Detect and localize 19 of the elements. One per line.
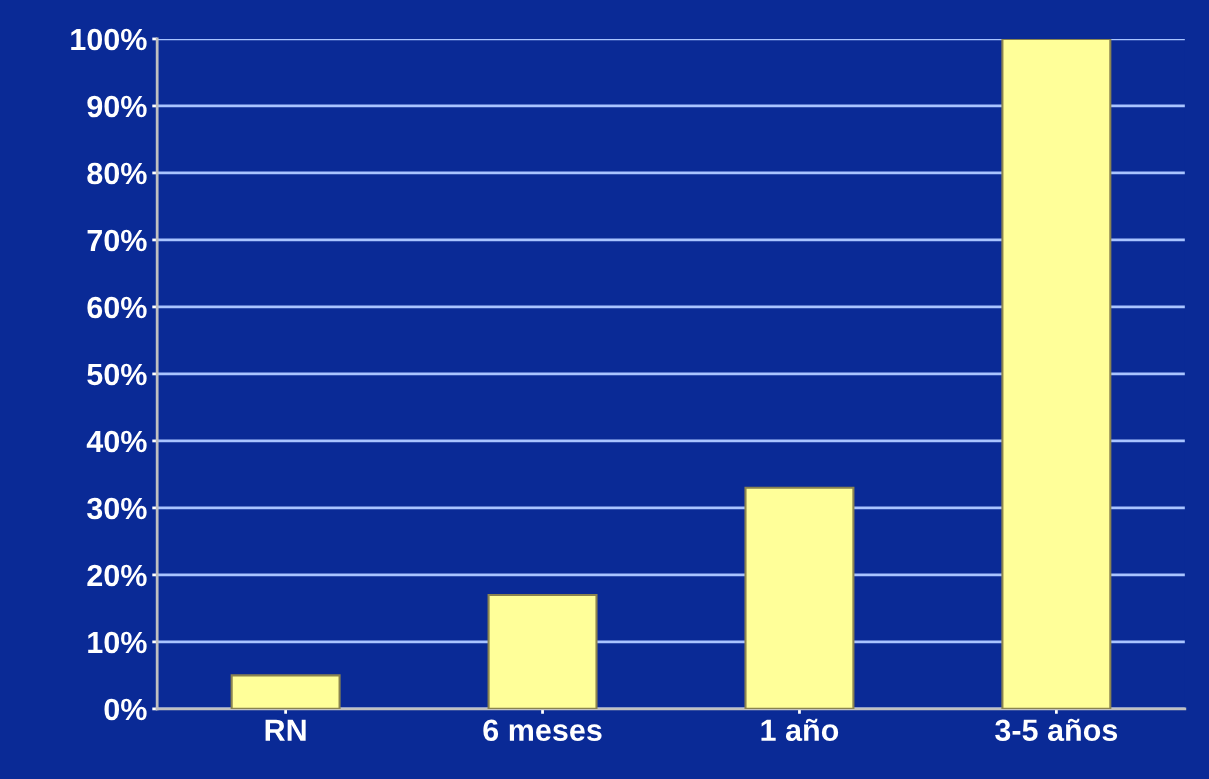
bar — [230, 674, 341, 709]
y-tick-label: 100% — [71, 28, 147, 51]
y-tick-label: 30% — [87, 497, 147, 520]
bar — [487, 593, 598, 709]
x-tick-label: 3-5 años — [995, 718, 1118, 742]
y-tick-label: 10% — [88, 631, 147, 654]
bar — [1001, 38, 1112, 709]
y-tick-label: 90% — [87, 95, 147, 118]
x-tick-label: 6 meses — [483, 719, 602, 742]
y-tick-label: 40% — [86, 430, 147, 453]
y-tick-label: 60% — [87, 296, 147, 319]
x-tick-label: RN — [265, 719, 306, 741]
y-tick-label: 0% — [104, 698, 147, 721]
y-tick-label: 50% — [87, 363, 147, 386]
y-tick-label: 80% — [87, 162, 147, 185]
bar — [744, 486, 855, 709]
y-tick-label: 70% — [87, 229, 147, 252]
y-tick-label: 20% — [87, 564, 147, 587]
x-tick-label: 1 año — [761, 718, 839, 742]
